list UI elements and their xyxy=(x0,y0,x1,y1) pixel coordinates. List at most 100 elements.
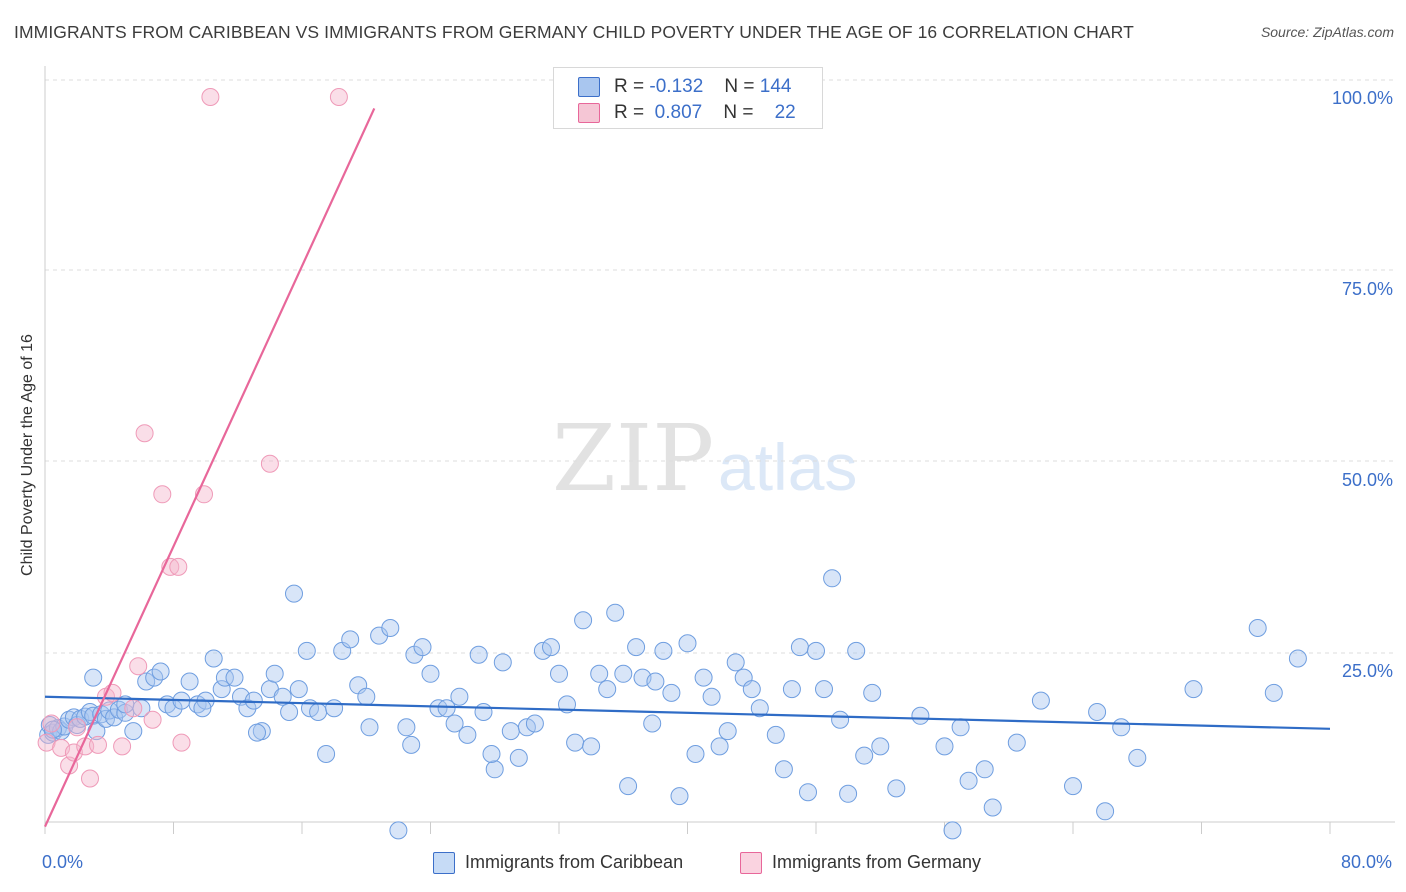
data-point-caribbean xyxy=(654,641,673,660)
legend-item-label: Immigrants from Caribbean xyxy=(465,852,684,872)
data-point-germany xyxy=(201,88,220,106)
data-point-caribbean xyxy=(493,653,512,672)
legend-r-label: R = xyxy=(614,76,645,97)
data-point-caribbean xyxy=(774,760,793,779)
data-point-caribbean xyxy=(297,641,316,660)
legend-n-label: N = xyxy=(723,102,754,123)
data-point-caribbean xyxy=(951,718,970,737)
legend-n-label: N = xyxy=(724,76,755,97)
data-point-caribbean xyxy=(847,641,866,660)
legend-r-value: -0.132 xyxy=(649,76,704,97)
y-tick-label: 75.0% xyxy=(1341,279,1393,299)
data-point-caribbean xyxy=(381,619,400,637)
data-point-caribbean xyxy=(248,723,266,742)
data-point-caribbean xyxy=(469,645,488,664)
y-tick-label: 25.0% xyxy=(1341,661,1393,681)
source-label: Source: ZipAtlas.com xyxy=(1260,24,1394,40)
data-point-caribbean xyxy=(782,680,801,699)
data-point-caribbean xyxy=(943,821,962,840)
data-point-caribbean xyxy=(474,703,493,721)
data-point-caribbean xyxy=(341,630,360,649)
data-point-caribbean xyxy=(582,737,601,756)
data-point-caribbean xyxy=(389,821,408,840)
data-point-caribbean xyxy=(606,603,625,622)
data-point-caribbean xyxy=(574,611,593,630)
data-point-germany xyxy=(153,485,172,504)
data-point-caribbean xyxy=(437,699,456,718)
data-point-caribbean xyxy=(598,680,617,699)
data-point-caribbean xyxy=(285,584,303,603)
data-point-caribbean xyxy=(823,569,842,588)
data-point-caribbean xyxy=(686,745,705,763)
series-germany-points xyxy=(37,88,348,788)
data-point-germany xyxy=(169,557,188,576)
watermark: ZIP atlas xyxy=(552,405,857,512)
data-point-caribbean xyxy=(1288,649,1307,668)
data-point-caribbean xyxy=(887,779,906,798)
data-point-caribbean xyxy=(646,672,665,691)
data-point-caribbean xyxy=(710,737,729,756)
data-point-caribbean xyxy=(421,664,440,683)
data-point-caribbean xyxy=(180,672,199,691)
data-point-germany xyxy=(135,424,154,443)
x-tick-label-max: 80.0% xyxy=(1340,852,1392,872)
legend-row-germany: R = 0.807 N = 22 xyxy=(578,102,796,126)
data-point-germany xyxy=(124,699,143,718)
data-point-caribbean xyxy=(790,638,809,657)
grid-lines xyxy=(45,79,1395,654)
watermark-atlas: atlas xyxy=(718,430,857,504)
data-point-caribbean xyxy=(124,722,143,741)
data-point-caribbean xyxy=(445,714,464,733)
data-point-caribbean xyxy=(360,718,379,737)
data-point-caribbean xyxy=(1112,718,1131,737)
data-point-caribbean xyxy=(317,745,336,763)
y-axis-label: Child Poverty Under the Age of 16 xyxy=(19,334,36,576)
data-point-germany xyxy=(260,454,279,473)
data-point-caribbean xyxy=(1264,683,1283,702)
x-tick-label-min: 0.0% xyxy=(42,852,84,872)
data-point-caribbean xyxy=(627,638,646,657)
legend-row-caribbean: R = -0.132 N = 144 xyxy=(578,76,791,100)
data-point-germany xyxy=(113,737,132,756)
data-point-caribbean xyxy=(662,683,681,702)
data-point-caribbean xyxy=(975,760,994,779)
trend-lines xyxy=(44,108,1331,828)
series-caribbean-points xyxy=(39,569,1307,840)
data-point-caribbean xyxy=(265,664,284,683)
y-tick-label: 50.0% xyxy=(1341,470,1393,490)
data-point-caribbean xyxy=(670,787,689,806)
data-point-caribbean xyxy=(742,680,761,699)
data-point-caribbean xyxy=(244,691,263,710)
data-point-germany xyxy=(68,718,87,737)
data-point-caribbean xyxy=(397,718,416,737)
data-point-caribbean xyxy=(1064,777,1082,796)
legend-swatch-pink xyxy=(740,852,762,875)
data-point-caribbean xyxy=(1007,733,1026,752)
data-point-caribbean xyxy=(225,668,244,687)
data-point-caribbean xyxy=(643,714,662,733)
y-tick-label: 100.0% xyxy=(1331,88,1393,108)
data-point-caribbean xyxy=(482,745,501,763)
data-point-caribbean xyxy=(309,703,328,721)
data-point-caribbean xyxy=(839,784,858,803)
legend-item-caribbean: Immigrants from Caribbean xyxy=(433,852,684,875)
data-point-caribbean xyxy=(151,662,170,681)
data-point-caribbean xyxy=(807,641,825,660)
data-point-caribbean xyxy=(678,634,697,653)
data-point-caribbean xyxy=(726,653,745,672)
data-point-caribbean xyxy=(871,737,890,756)
data-point-caribbean xyxy=(550,664,568,683)
data-point-caribbean xyxy=(509,748,528,767)
data-point-caribbean xyxy=(1128,748,1147,767)
legend-r-value: 0.807 xyxy=(654,102,703,123)
data-point-caribbean xyxy=(1248,619,1267,637)
data-point-germany xyxy=(143,710,162,729)
data-point-caribbean xyxy=(815,680,833,699)
data-point-germany xyxy=(172,733,191,752)
data-point-caribbean xyxy=(983,798,1002,817)
data-point-caribbean xyxy=(590,664,609,683)
data-point-caribbean xyxy=(566,733,585,752)
legend-n-value: 22 xyxy=(774,102,796,123)
data-point-caribbean xyxy=(855,746,874,765)
data-point-caribbean xyxy=(911,706,930,725)
